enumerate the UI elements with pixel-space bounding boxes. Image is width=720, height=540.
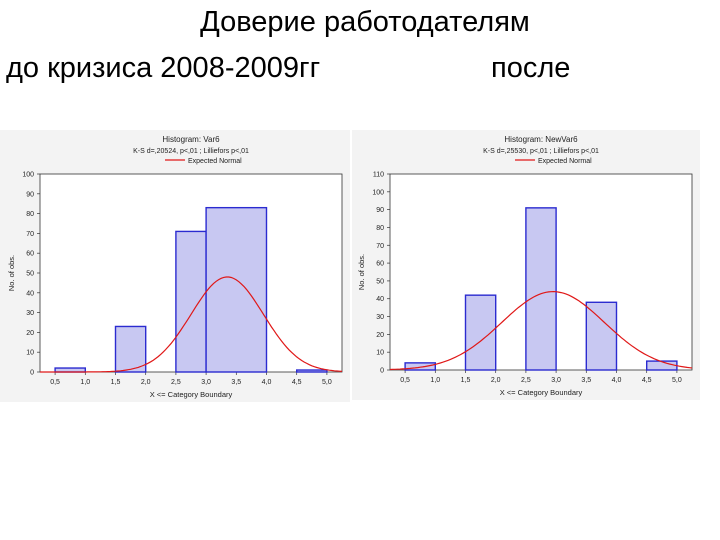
x-tick-label: 0,5: [50, 379, 60, 386]
legend-expected-normal: Expected Normal: [188, 158, 242, 165]
histogram-bar: [646, 360, 678, 371]
chart-subtitle: K-S d=,20524, p<,01 ; Lilliefors p<,01: [133, 148, 249, 155]
chart-subtitle: K-S d=,25530, p<,01 ; Lilliefors p<,01: [483, 148, 599, 155]
x-tick-label: 1,0: [80, 379, 90, 386]
x-tick-label: 3,0: [201, 379, 211, 386]
y-tick-label: 20: [26, 330, 34, 337]
x-tick-label: 4,0: [262, 379, 272, 386]
x-tick-label: 1,5: [461, 377, 471, 384]
y-tick-label: 20: [376, 332, 384, 339]
y-tick-label: 80: [376, 225, 384, 232]
y-tick-label: 10: [26, 350, 34, 357]
histogram-bar: [585, 301, 618, 371]
x-tick-label: 3,5: [231, 379, 241, 386]
x-tick-label: 3,5: [581, 377, 591, 384]
y-tick-label: 80: [26, 211, 34, 218]
histogram-bar: [404, 362, 436, 371]
x-tick-label: 1,0: [430, 377, 440, 384]
x-tick-label: 2,0: [491, 377, 501, 384]
histogram-bar: [205, 206, 268, 373]
x-tick-label: 0,5: [400, 377, 410, 384]
y-tick-label: 0: [30, 370, 34, 377]
y-tick-label: 0: [380, 368, 384, 375]
x-axis-label: X <= Category Boundary: [500, 388, 583, 397]
before-crisis-label: до кризиса 2008-2009гг: [6, 52, 321, 84]
histogram-after-svg: Histogram: NewVar6 K-S d=,25530, p<,01 ; …: [357, 135, 693, 397]
y-tick-label: 40: [376, 296, 384, 303]
y-tick-label: 60: [26, 251, 34, 258]
histogram-bar: [114, 325, 147, 373]
histogram-before: Histogram: Var6 K-S d=,20524, p<,01 ; Lil…: [0, 130, 350, 402]
x-tick-label: 4,5: [642, 377, 652, 384]
x-tick-label: 4,5: [292, 379, 302, 386]
x-tick-label: 1,5: [111, 379, 121, 386]
x-tick-label: 5,0: [672, 377, 682, 384]
histogram-before-svg: Histogram: Var6 K-S d=,20524, p<,01 ; Lil…: [7, 135, 343, 399]
chart-title: Histogram: NewVar6: [504, 135, 578, 144]
expected-normal-curve: [40, 276, 343, 373]
histogram-after: Histogram: NewVar6 K-S d=,25530, p<,01 ; …: [352, 130, 700, 400]
y-tick-label: 100: [372, 189, 384, 196]
y-tick-label: 10: [376, 350, 384, 357]
y-tick-label: 30: [26, 310, 34, 317]
x-axis-label: X <= Category Boundary: [150, 390, 233, 399]
y-tick-label: 40: [26, 290, 34, 297]
x-tick-label: 2,0: [141, 379, 151, 386]
x-tick-label: 4,0: [612, 377, 622, 384]
histogram-bar: [525, 207, 557, 371]
expected-normal-curve: [389, 290, 693, 371]
y-tick-label: 70: [26, 231, 34, 238]
legend-expected-normal: Expected Normal: [538, 158, 592, 165]
x-tick-label: 2,5: [521, 377, 531, 384]
y-tick-label: 50: [26, 271, 34, 278]
y-tick-label: 100: [22, 172, 34, 179]
y-tick-label: 60: [376, 261, 384, 268]
histogram-bar: [296, 369, 328, 373]
slide-title: Доверие работодателям: [200, 6, 530, 38]
y-tick-label: 90: [26, 191, 34, 198]
y-tick-label: 30: [376, 314, 384, 321]
x-tick-label: 3,0: [551, 377, 561, 384]
y-tick-label: 50: [376, 278, 384, 285]
histogram-bar: [175, 230, 207, 373]
x-tick-label: 5,0: [322, 379, 332, 386]
y-axis-label: No. of obs.: [357, 254, 366, 290]
y-tick-label: 110: [373, 172, 384, 179]
after-crisis-label: после: [491, 52, 571, 84]
x-tick-label: 2,5: [171, 379, 181, 386]
chart-title: Histogram: Var6: [162, 135, 220, 144]
y-tick-label: 90: [376, 207, 384, 214]
y-axis-label: No. of obs.: [7, 255, 16, 291]
y-tick-label: 70: [376, 243, 384, 250]
